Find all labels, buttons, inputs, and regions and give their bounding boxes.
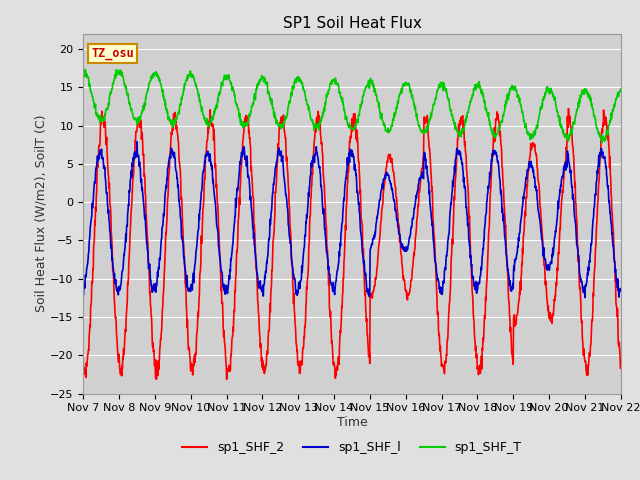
sp1_SHF_2 <box>554 265 561 271</box>
X-axis label: Time: Time <box>337 416 367 429</box>
Line: sp1_SHF_T: sp1_SHF_T <box>83 66 621 143</box>
sp1_SHF_l <box>259 293 267 299</box>
sp1_SHF_T <box>506 89 513 95</box>
sp1_SHF_T <box>199 111 207 117</box>
sp1_SHF_2 <box>506 314 514 320</box>
Title: SP1 Soil Heat Flux: SP1 Soil Heat Flux <box>283 16 421 31</box>
sp1_SHF_T <box>553 109 561 115</box>
sp1_SHF_T <box>259 75 267 81</box>
sp1_SHF_T <box>186 72 193 78</box>
sp1_SHF_2 <box>199 204 207 210</box>
sp1_SHF_2 <box>186 354 194 360</box>
sp1_SHF_T <box>435 85 443 91</box>
sp1_SHF_l <box>186 286 194 292</box>
Line: sp1_SHF_l: sp1_SHF_l <box>83 142 621 298</box>
sp1_SHF_T <box>598 140 605 145</box>
sp1_SHF_l <box>554 214 561 220</box>
sp1_SHF_2 <box>436 341 444 347</box>
sp1_SHF_2 <box>259 367 267 373</box>
Text: TZ_osu: TZ_osu <box>92 48 134 60</box>
sp1_SHF_l <box>436 285 444 291</box>
Y-axis label: Soil Heat Flux (W/m2), SoilT (C): Soil Heat Flux (W/m2), SoilT (C) <box>34 115 47 312</box>
sp1_SHF_l <box>506 277 514 283</box>
sp1_SHF_2 <box>617 365 625 371</box>
Legend: sp1_SHF_2, sp1_SHF_l, sp1_SHF_T: sp1_SHF_2, sp1_SHF_l, sp1_SHF_T <box>177 436 527 459</box>
sp1_SHF_T <box>617 86 625 92</box>
Line: sp1_SHF_2: sp1_SHF_2 <box>83 108 621 379</box>
sp1_SHF_T <box>79 63 87 69</box>
sp1_SHF_l <box>133 139 141 144</box>
sp1_SHF_2 <box>152 376 160 382</box>
sp1_SHF_l <box>617 288 625 293</box>
sp1_SHF_2 <box>564 106 572 111</box>
sp1_SHF_l <box>79 295 87 300</box>
sp1_SHF_l <box>199 170 207 176</box>
sp1_SHF_2 <box>79 354 87 360</box>
